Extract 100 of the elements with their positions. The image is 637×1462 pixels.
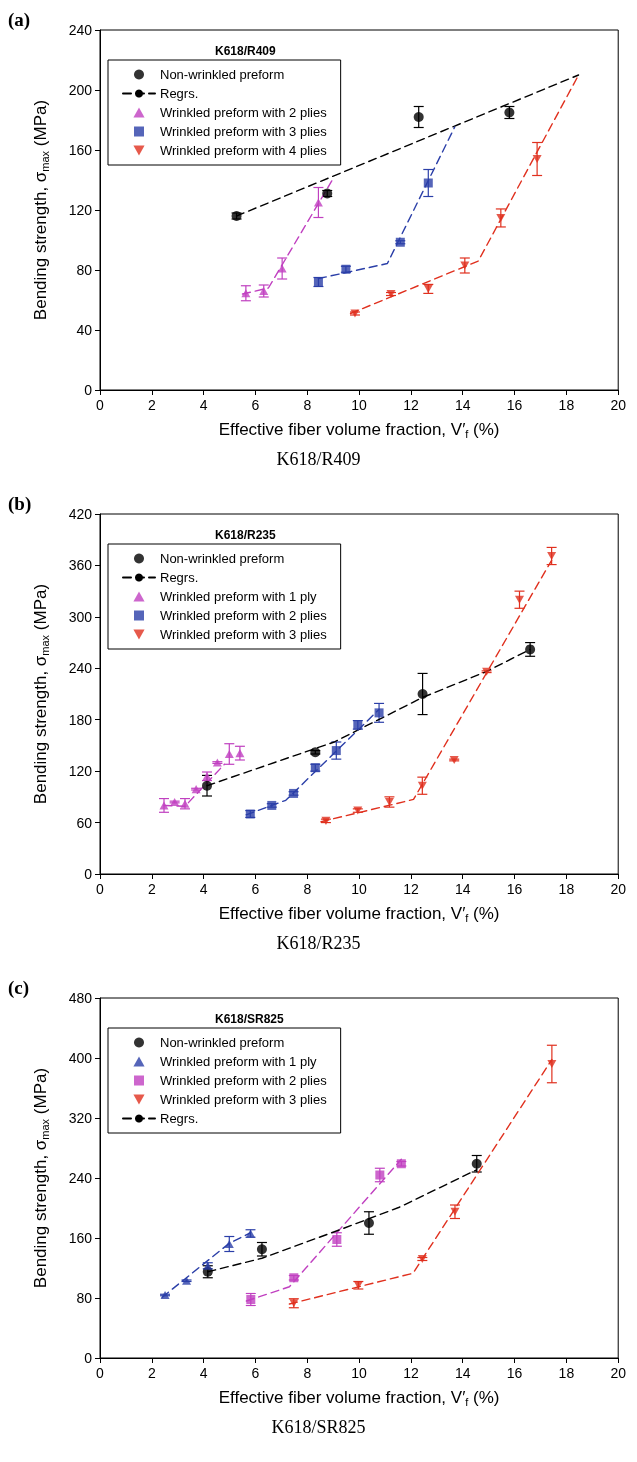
y-tick-label: 120 xyxy=(68,202,93,218)
x-tick-label: 20 xyxy=(610,397,627,413)
point xyxy=(241,289,251,298)
legend-label: Non-wrinkled preform xyxy=(160,1035,285,1050)
point xyxy=(202,780,213,791)
x-tick-label: 10 xyxy=(351,397,368,413)
text: K618/R409 xyxy=(276,449,361,469)
y-tick-label: 0 xyxy=(84,382,93,398)
y-tick-label: 180 xyxy=(68,711,93,728)
text: (b) xyxy=(8,493,32,515)
y-tick-label: 360 xyxy=(68,557,93,574)
point xyxy=(547,1059,557,1069)
x-tick-label: 6 xyxy=(251,1365,260,1381)
x-tick-label: 2 xyxy=(147,397,156,413)
x-tick-label: 20 xyxy=(610,881,627,897)
x-tick-label: 4 xyxy=(199,881,208,897)
legend-label: Wrinkled preform with 3 plies xyxy=(160,1092,328,1107)
y-tick-label: 120 xyxy=(68,763,93,780)
point xyxy=(267,800,277,810)
y-tick-label: 80 xyxy=(76,262,93,278)
y-tick-label: 0 xyxy=(84,866,93,882)
x-tick-label: 2 xyxy=(147,1365,156,1381)
y-tick-label: 160 xyxy=(68,142,93,158)
x-tick-label: 12 xyxy=(403,397,419,413)
point xyxy=(395,237,405,247)
y-tick-label: 240 xyxy=(68,1170,93,1186)
y-tick-label: 200 xyxy=(68,82,93,98)
x-tick-label: 8 xyxy=(303,881,312,897)
x-tick-label: 16 xyxy=(506,1365,523,1381)
y-axis-title: Bending strength, σmax (MPa) xyxy=(31,583,51,805)
y-tick-label: 420 xyxy=(68,506,93,522)
x-tick-label: 20 xyxy=(610,1365,627,1381)
point xyxy=(423,178,433,188)
y-tick-label: 240 xyxy=(68,22,93,38)
text: K618/SR825 xyxy=(215,1012,285,1026)
point xyxy=(532,154,542,164)
y-axis-title: Bending strength, σmax (MPa) xyxy=(31,1067,51,1289)
legend-label: Wrinkled preform with 3 plies xyxy=(160,627,328,642)
legend-label: Wrinkled preform with 2 plies xyxy=(160,608,328,623)
y-tick-label: 300 xyxy=(68,608,93,625)
point xyxy=(235,749,245,758)
y-tick-label: 240 xyxy=(68,660,93,677)
legend-label: Wrinkled preform with 1 ply xyxy=(160,1054,318,1069)
y-tick-label: 60 xyxy=(76,814,93,831)
x-tick-label: 12 xyxy=(403,1365,419,1381)
x-tick-label: 6 xyxy=(251,881,260,897)
point xyxy=(363,1218,374,1228)
y-tick-label: 0 xyxy=(84,1350,93,1366)
y-tick-label: 480 xyxy=(68,990,93,1006)
point xyxy=(374,708,384,718)
x-tick-label: 12 xyxy=(403,881,419,897)
point xyxy=(331,746,341,756)
y-axis-title: Bending strength, σmax (MPa) xyxy=(31,99,51,321)
x-tick-label: 18 xyxy=(558,397,575,413)
point xyxy=(277,264,287,273)
text: K618/R409 xyxy=(215,44,277,58)
x-tick-label: 10 xyxy=(351,1365,368,1381)
legend-label: Non-wrinkled preform xyxy=(160,67,285,82)
legend-label: Wrinkled preform with 2 plies xyxy=(160,105,328,120)
text: K618/SR825 xyxy=(271,1417,366,1437)
text: (c) xyxy=(8,977,30,999)
legend-label: Regrs. xyxy=(160,1111,199,1126)
legend-label: Non-wrinkled preform xyxy=(160,551,285,566)
legend-label: Wrinkled preform with 4 plies xyxy=(160,143,328,158)
y-tick-label: 40 xyxy=(76,322,93,338)
y-tick-label: 80 xyxy=(76,1290,93,1306)
point xyxy=(417,689,428,699)
x-tick-label: 10 xyxy=(351,881,368,897)
point xyxy=(182,1276,192,1285)
point xyxy=(514,595,524,604)
point xyxy=(450,1207,460,1216)
point xyxy=(313,198,323,207)
point xyxy=(191,785,201,794)
x-tick-label: 14 xyxy=(454,397,471,413)
y-tick-label: 320 xyxy=(68,1110,93,1126)
x-tick-label: 14 xyxy=(454,1365,471,1381)
point xyxy=(482,667,492,676)
y-tick-label: 400 xyxy=(68,1050,93,1066)
x-tick-label: 2 xyxy=(147,881,156,897)
x-tick-label: 4 xyxy=(199,397,208,413)
point xyxy=(460,261,470,270)
point xyxy=(471,1158,482,1169)
legend-label: Regrs. xyxy=(160,86,199,101)
x-tick-label: 6 xyxy=(251,397,260,413)
legend-label: Regrs. xyxy=(160,570,199,585)
legend-label: Wrinkled preform with 3 plies xyxy=(160,124,328,139)
x-tick-label: 8 xyxy=(303,1365,312,1381)
x-tick-label: 0 xyxy=(96,881,105,897)
legend-label: Wrinkled preform with 2 plies xyxy=(160,1073,328,1088)
point xyxy=(417,781,427,790)
x-tick-label: 0 xyxy=(96,397,105,413)
point xyxy=(224,749,234,759)
x-tick-label: 4 xyxy=(199,1365,208,1381)
x-tick-label: 8 xyxy=(303,397,312,413)
legend-label: Wrinkled preform with 1 ply xyxy=(160,589,318,604)
x-tick-label: 0 xyxy=(96,1365,105,1381)
text: (a) xyxy=(8,9,31,31)
x-tick-label: 16 xyxy=(506,881,523,897)
point xyxy=(224,1239,234,1249)
y-tick-label: 160 xyxy=(68,1230,93,1246)
